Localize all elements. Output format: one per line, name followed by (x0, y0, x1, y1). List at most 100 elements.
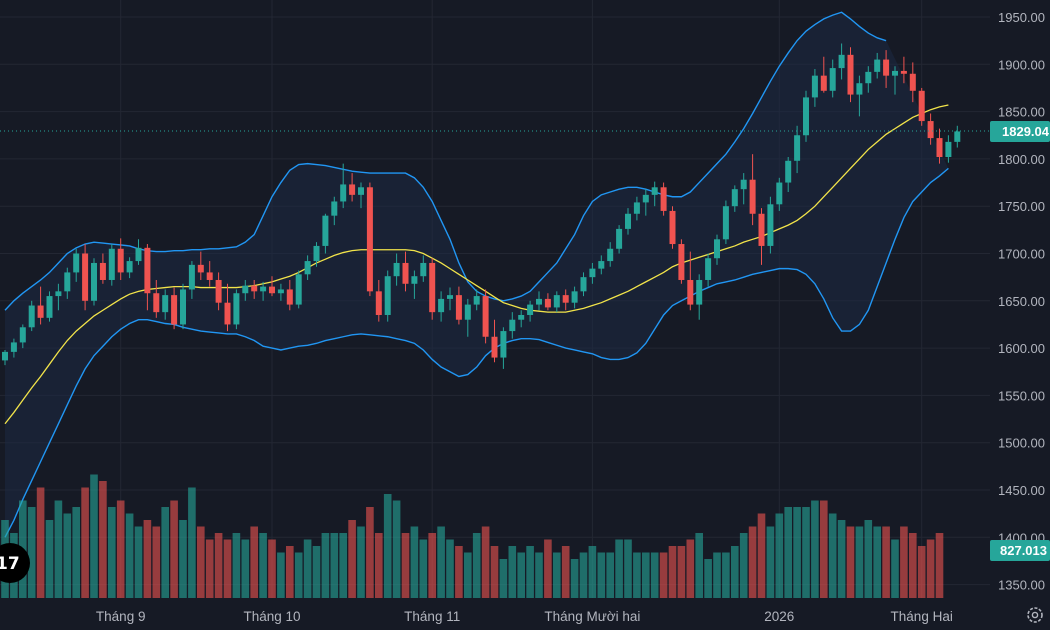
x-tick-label: Tháng 9 (96, 609, 146, 624)
volume-bar (339, 533, 347, 598)
candle-body (455, 295, 462, 320)
volume-bar (134, 526, 143, 598)
volume-bar (846, 526, 855, 598)
volume-bar (597, 552, 606, 598)
candle-body (598, 261, 605, 269)
candle-body (642, 194, 649, 203)
candle-body (19, 327, 26, 343)
candle-body (251, 285, 258, 292)
volume-bar (419, 539, 428, 598)
candle-body (215, 279, 222, 303)
candle-body (829, 68, 836, 91)
candle-body (153, 293, 160, 313)
volume-bar (926, 539, 935, 598)
candle-body (838, 54, 845, 69)
volume-bar (748, 526, 757, 598)
volume-bar (606, 552, 614, 598)
candle-body (411, 276, 418, 284)
candle-body (820, 75, 827, 91)
bollinger-upper-line (4, 11, 887, 311)
candle-body (260, 286, 267, 292)
bollinger-basis-line (4, 104, 949, 425)
tradingview-logo-icon[interactable]: 17 (0, 543, 30, 583)
volume-bar (472, 533, 481, 598)
volume-bar (437, 526, 445, 598)
volume-bar (232, 533, 241, 598)
candle-body (776, 182, 783, 205)
volume-bar (570, 559, 579, 598)
volume-bar (713, 552, 721, 598)
volume-bar (588, 546, 597, 598)
volume-bar (722, 552, 730, 598)
volume-bar (330, 533, 339, 598)
volume-bar (642, 552, 650, 598)
candle-body (607, 248, 614, 262)
y-tick-label: 1650.00 (998, 294, 1045, 309)
volume-label: 827.013 (1000, 543, 1047, 558)
volume-bar (793, 507, 801, 598)
y-tick-label: 1750.00 (998, 199, 1045, 214)
volume-bar (197, 526, 205, 598)
x-tick-label: Tháng Mười hai (544, 609, 640, 624)
candle-body (945, 141, 952, 158)
candle-body (180, 289, 186, 325)
candle-body (509, 319, 516, 332)
candle-body (37, 305, 44, 318)
gear-outer (1027, 607, 1043, 623)
volume-bar (205, 539, 214, 598)
volume-bar (455, 546, 463, 598)
candle-body (954, 131, 961, 142)
candle-body (625, 213, 631, 229)
volume-bar (739, 533, 748, 598)
candle-body (64, 272, 71, 292)
volume-bar (864, 520, 873, 598)
candle-body (375, 291, 382, 315)
volume-bar (811, 500, 819, 598)
candle-body (749, 179, 756, 214)
volume-bar (36, 487, 45, 598)
y-tick-label: 1450.00 (998, 483, 1045, 498)
candle-body (117, 248, 124, 273)
candle-body (678, 244, 685, 280)
y-tick-label: 1950.00 (998, 10, 1045, 25)
volume-bar (143, 520, 152, 598)
candle-body (340, 184, 347, 202)
volume-bar (668, 546, 677, 598)
candle-body (286, 289, 293, 305)
candle-body (740, 179, 747, 190)
candle-body (803, 97, 809, 136)
last-price-badge-bg (990, 121, 1050, 142)
y-tick-label: 1850.00 (998, 105, 1045, 120)
candle-body (269, 286, 275, 294)
volume-bar (704, 559, 712, 598)
volume-bar (357, 526, 365, 598)
candle-body (322, 215, 329, 246)
candle-body (224, 302, 231, 325)
volume-bar (366, 507, 374, 598)
y-tick-label: 1800.00 (998, 152, 1045, 167)
last-price-label: 1829.04 (1002, 124, 1050, 139)
candle-body (785, 160, 792, 183)
volume-bar (490, 546, 499, 598)
candle-body (73, 253, 80, 273)
volume-bar (909, 533, 917, 598)
volume-bar (935, 533, 944, 598)
candle-body (366, 187, 373, 292)
volume-bar (526, 546, 534, 598)
volume-bar (170, 500, 178, 598)
candle-body (197, 264, 204, 273)
logo-circle (0, 543, 30, 583)
candle-body (865, 71, 872, 84)
volume-bar (348, 520, 356, 598)
candle-body (2, 351, 8, 361)
x-tick-label: 2026 (764, 609, 794, 624)
candle-body (909, 73, 916, 91)
volume-bar (766, 526, 775, 598)
candle-body (571, 291, 578, 303)
gear-icon[interactable] (1027, 607, 1043, 623)
candles (2, 43, 961, 369)
time-axis[interactable]: Tháng 9 Tháng 10 Tháng 11 Tháng Mười hai 202… (96, 609, 953, 624)
candle-body (731, 189, 738, 207)
candle-body (55, 291, 62, 297)
